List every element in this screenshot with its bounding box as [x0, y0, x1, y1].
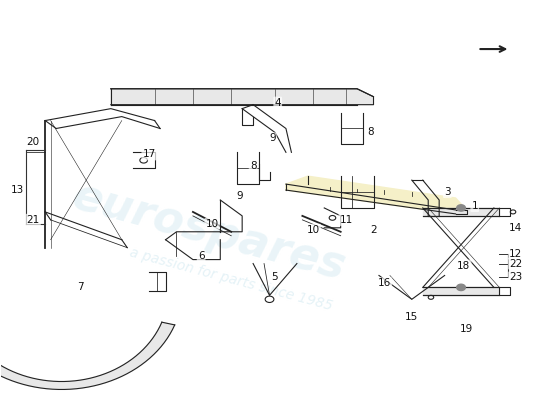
Text: eurospares: eurospares: [68, 174, 351, 289]
Text: 19: 19: [460, 324, 473, 334]
Text: 18: 18: [457, 260, 470, 270]
Text: 3: 3: [444, 187, 450, 197]
Text: 1: 1: [471, 201, 478, 211]
Text: 8: 8: [250, 161, 256, 171]
Text: 22: 22: [509, 258, 522, 268]
Text: 12: 12: [509, 249, 522, 259]
Text: 11: 11: [339, 215, 353, 225]
Text: 7: 7: [78, 282, 84, 292]
Polygon shape: [0, 322, 175, 390]
Text: 9: 9: [236, 191, 243, 201]
Text: 23: 23: [509, 272, 522, 282]
Circle shape: [456, 284, 465, 290]
Text: 13: 13: [11, 185, 24, 195]
Text: 20: 20: [26, 138, 40, 148]
Text: a passion for parts since 1985: a passion for parts since 1985: [128, 246, 334, 313]
Text: 8: 8: [367, 128, 374, 138]
Polygon shape: [423, 287, 499, 295]
Text: 9: 9: [269, 134, 276, 144]
Text: 21: 21: [26, 215, 40, 225]
Polygon shape: [111, 89, 373, 105]
Text: 2: 2: [370, 225, 377, 235]
Text: 16: 16: [378, 278, 391, 288]
Text: 5: 5: [272, 272, 278, 282]
Text: 6: 6: [198, 251, 205, 261]
Text: 17: 17: [142, 149, 156, 159]
Text: 15: 15: [405, 312, 419, 322]
Text: 10: 10: [206, 219, 219, 229]
Polygon shape: [286, 176, 466, 214]
Text: 4: 4: [274, 98, 281, 108]
Text: 14: 14: [509, 223, 522, 233]
Circle shape: [456, 205, 465, 211]
Text: 10: 10: [307, 225, 320, 235]
Polygon shape: [423, 208, 499, 216]
